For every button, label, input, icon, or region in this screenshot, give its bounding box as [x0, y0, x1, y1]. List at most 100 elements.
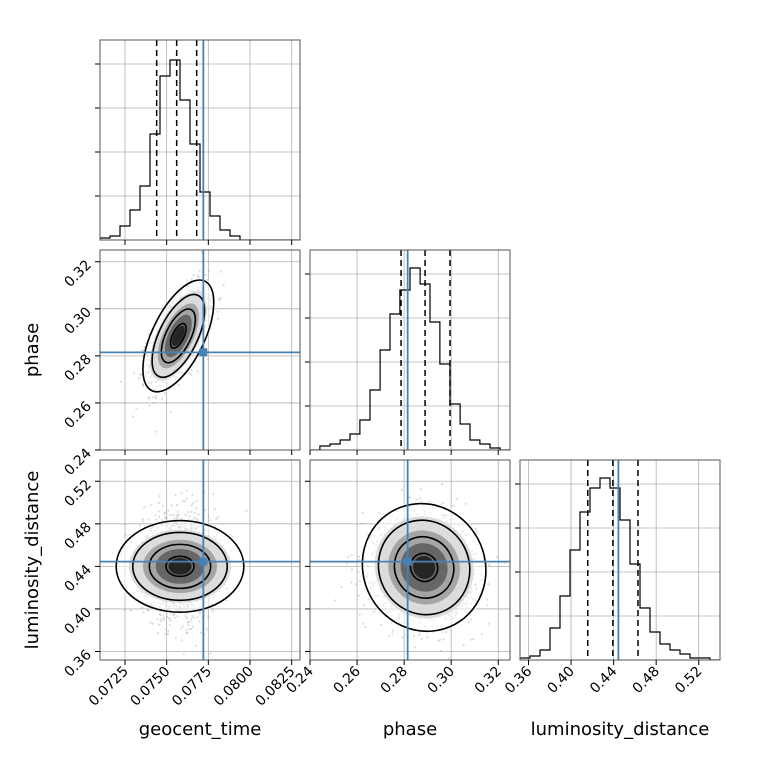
- sample-point: [206, 358, 209, 361]
- x-tick-label-phase: 0.32: [472, 664, 505, 697]
- sample-point: [174, 636, 177, 639]
- y-tick-label-luminosity_distance: 0.40: [61, 604, 94, 637]
- sample-point: [207, 515, 210, 518]
- sample-point: [333, 599, 337, 602]
- sample-point: [207, 614, 210, 618]
- sample-point: [147, 397, 150, 400]
- x-tick-label-phase: 0.30: [425, 664, 458, 697]
- sample-point: [379, 623, 383, 626]
- sample-point: [158, 495, 161, 498]
- sample-point: [195, 507, 198, 510]
- sample-point: [219, 297, 222, 300]
- sample-point: [452, 504, 455, 507]
- panel-border: [99, 249, 301, 451]
- sample-point: [189, 620, 192, 623]
- sample-point: [181, 499, 185, 502]
- sample-point: [190, 617, 193, 621]
- sample-point: [195, 500, 198, 503]
- contour-0: [361, 502, 487, 633]
- sample-point: [207, 270, 211, 273]
- sample-point: [157, 632, 160, 635]
- sample-point: [147, 333, 150, 336]
- sample-point: [415, 498, 418, 501]
- sample-point: [185, 629, 189, 632]
- sample-point: [141, 520, 144, 523]
- sample-point: [357, 555, 361, 558]
- sample-point: [172, 613, 175, 616]
- sample-point: [204, 274, 207, 277]
- contour-1: [377, 519, 471, 616]
- sample-point: [408, 496, 411, 499]
- contour-2: [148, 543, 212, 590]
- sample-point: [161, 614, 165, 617]
- x-tick-label-geocent_time: 0.0750: [128, 664, 174, 710]
- y-tick-label-phase: 0.32: [61, 257, 94, 290]
- sample-point: [175, 513, 179, 516]
- sample-point: [209, 519, 212, 522]
- y-axis-label-phase: phase: [22, 323, 43, 377]
- sample-point: [420, 637, 423, 640]
- sample-point: [207, 616, 210, 619]
- sample-point: [219, 270, 223, 273]
- sample-point: [196, 274, 199, 277]
- sample-point: [190, 369, 193, 372]
- sample-point: [164, 516, 167, 519]
- sample-point: [168, 617, 171, 620]
- sample-point: [184, 499, 187, 503]
- sample-point: [198, 270, 201, 273]
- hist-step-geocent_time: [100, 59, 300, 240]
- sample-point: [158, 623, 161, 626]
- sample-point: [174, 493, 177, 497]
- sample-point: [175, 504, 179, 507]
- sample-point: [419, 497, 422, 500]
- sample-point: [188, 628, 191, 631]
- contour-1: [131, 531, 229, 602]
- sample-point: [147, 396, 150, 399]
- x-tick-label-phase: 0.28: [378, 664, 411, 697]
- sample-point: [190, 373, 193, 377]
- panel-border: [309, 249, 511, 451]
- sample-point: [191, 493, 194, 497]
- sample-point: [184, 614, 187, 618]
- sample-point: [170, 410, 173, 413]
- sample-point: [218, 299, 221, 302]
- sample-point: [412, 634, 415, 637]
- contour-0: [142, 279, 215, 393]
- sample-point: [185, 489, 188, 492]
- sample-point: [214, 507, 217, 511]
- sample-point: [186, 621, 189, 624]
- sample-point: [162, 618, 166, 621]
- sample-point: [173, 613, 176, 616]
- sample-point: [211, 608, 214, 611]
- sample-point: [163, 633, 167, 636]
- sample-point: [350, 554, 353, 557]
- sample-point: [187, 621, 190, 624]
- sample-point: [192, 616, 195, 619]
- sample-point: [357, 570, 360, 573]
- sample-point: [467, 621, 470, 624]
- sample-point: [148, 404, 151, 407]
- sample-point: [205, 628, 208, 631]
- x-tick-label-geocent_time: 0.0725: [86, 664, 132, 710]
- sample-point: [362, 622, 365, 625]
- sample-point: [361, 511, 364, 514]
- sample-point: [472, 638, 475, 641]
- sample-point: [159, 612, 162, 616]
- truth-marker: [403, 557, 412, 566]
- sample-point: [186, 631, 189, 634]
- sample-point: [360, 522, 363, 525]
- sample-point: [185, 279, 188, 282]
- sample-point: [124, 533, 127, 536]
- sample-point: [157, 501, 161, 505]
- y-tick-label-phase: 0.26: [61, 398, 94, 431]
- panel-border: [99, 459, 301, 661]
- sample-point: [212, 492, 215, 496]
- sample-point: [163, 392, 167, 395]
- sample-point: [192, 274, 195, 277]
- sample-point: [152, 401, 155, 405]
- sample-point: [487, 622, 490, 625]
- sample-point: [170, 504, 174, 507]
- contour-1: [151, 293, 206, 379]
- contour-2: [393, 536, 455, 599]
- panel-joint-geocent_time-phase: [99, 249, 301, 451]
